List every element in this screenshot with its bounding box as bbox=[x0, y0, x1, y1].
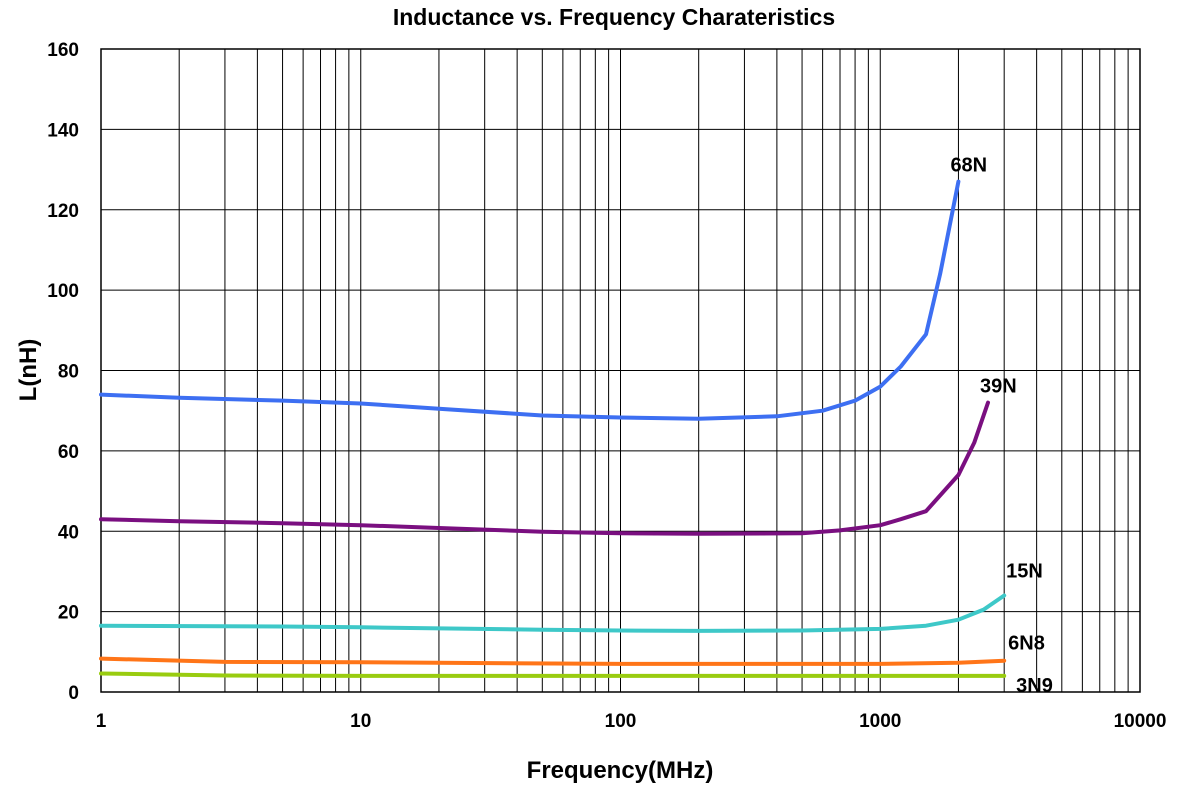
x-tick-label: 1 bbox=[96, 711, 107, 732]
y-tick-label: 140 bbox=[47, 120, 79, 141]
x-axis-label: Frequency(MHz) bbox=[527, 757, 714, 784]
x-axis-ticks: 1 10 100 1000 10000 bbox=[96, 711, 1167, 732]
x-tick-label: 10 bbox=[350, 711, 371, 732]
series-line-6n8 bbox=[99, 656, 1007, 666]
series-line-68n bbox=[99, 179, 961, 421]
y-tick-label: 60 bbox=[58, 442, 79, 463]
y-axis-ticks: 0 20 40 60 80 100 120 140 160 bbox=[47, 40, 79, 704]
y-tick-label: 80 bbox=[58, 362, 79, 383]
y-tick-label: 160 bbox=[47, 40, 79, 61]
y-tick-label: 40 bbox=[58, 522, 79, 543]
chart-series bbox=[99, 179, 1007, 678]
chart-grid bbox=[101, 49, 1140, 692]
x-tick-label: 100 bbox=[605, 711, 637, 732]
series-line-3n9 bbox=[99, 671, 1007, 678]
series-label-6n8: 6N8 bbox=[1008, 633, 1045, 655]
y-tick-label: 0 bbox=[68, 683, 79, 704]
x-tick-label: 1000 bbox=[859, 711, 901, 732]
series-labels: 68N 39N 15N 6N8 3N9 bbox=[950, 155, 1052, 697]
series-line-39n bbox=[99, 400, 990, 536]
y-tick-label: 100 bbox=[47, 281, 79, 302]
plot-area-border bbox=[100, 48, 1141, 693]
series-label-39n: 39N bbox=[980, 376, 1017, 398]
x-tick-label: 10000 bbox=[1114, 711, 1167, 732]
y-tick-label: 120 bbox=[47, 201, 79, 222]
y-axis-label: L(nH) bbox=[15, 339, 42, 402]
series-line-15n bbox=[99, 593, 1007, 633]
series-label-68n: 68N bbox=[950, 155, 987, 177]
y-tick-label: 20 bbox=[58, 603, 79, 624]
series-label-15n: 15N bbox=[1006, 561, 1043, 583]
series-label-3n9: 3N9 bbox=[1016, 675, 1053, 697]
chart-title: Inductance vs. Frequency Charateristics bbox=[393, 4, 835, 30]
